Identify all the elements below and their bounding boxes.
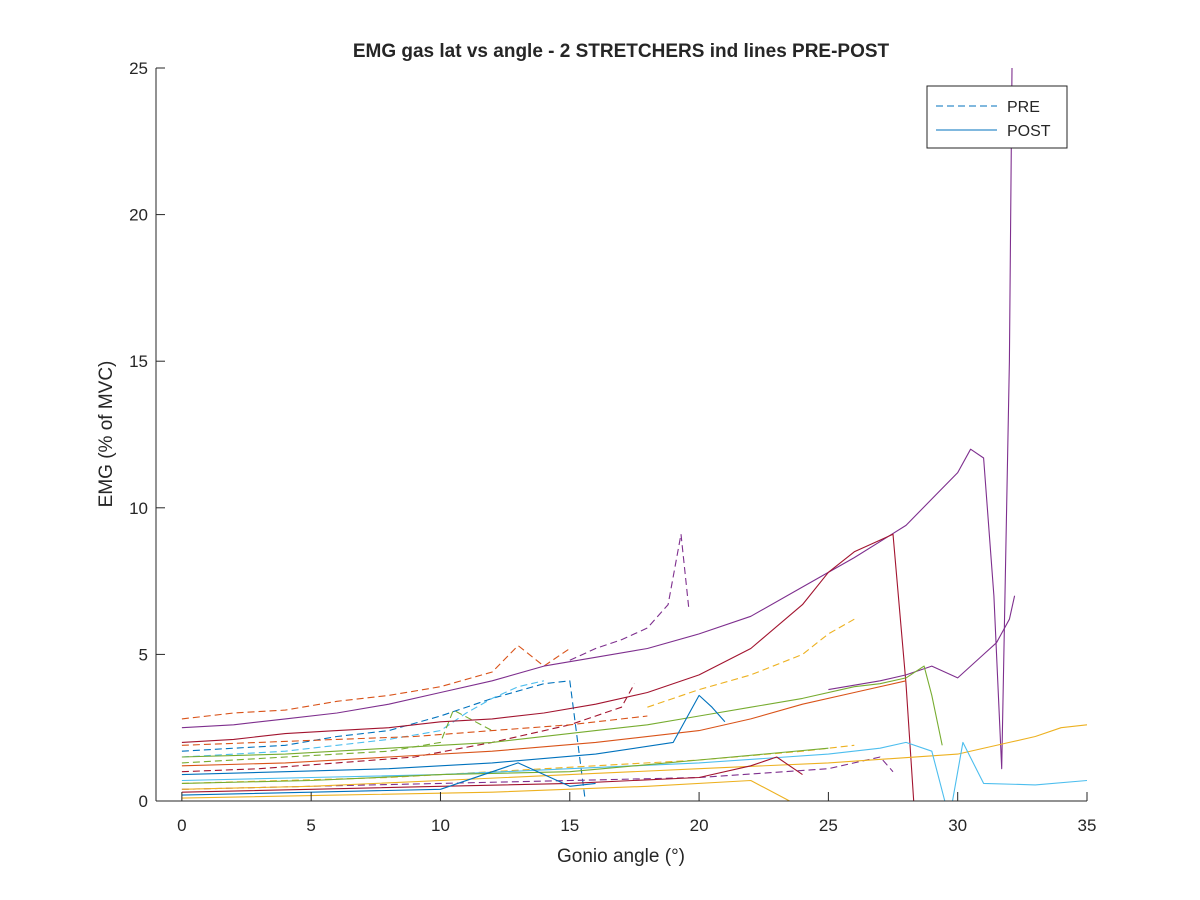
series-line-6: [181, 709, 493, 764]
series-line-17: [181, 724, 1087, 790]
x-tick-label: 35: [1078, 816, 1097, 835]
series-line-11: [181, 68, 1013, 770]
series-line-9: [181, 756, 894, 790]
series-line-12: [181, 533, 915, 801]
legend-box: [926, 85, 1068, 149]
legend-label-pre: PRE: [1007, 99, 1040, 116]
y-axis-label: EMG (% of MVC): [96, 361, 117, 508]
series-line-1: [181, 645, 571, 720]
x-tick-label: 20: [690, 816, 709, 835]
series-line-10: [181, 715, 648, 746]
y-tick-label: 10: [129, 499, 148, 518]
series-line-22: [181, 762, 596, 796]
series-line-18: [181, 741, 946, 801]
x-tick-label: 15: [560, 816, 579, 835]
series-line-4: [181, 680, 586, 801]
legend: PRE POST: [926, 85, 1068, 149]
series-line-7: [181, 683, 635, 773]
series-line-19: [951, 741, 1087, 801]
series-line-15: [181, 680, 907, 767]
series-line-20: [181, 756, 803, 793]
series-line-16: [181, 694, 726, 776]
y-tick-label: 15: [129, 352, 148, 371]
axes: 0 5 10 15 20 25 30 35 0 5 10 15 20 25: [129, 59, 1096, 835]
series-line-2: [569, 533, 690, 661]
x-tick-label: 0: [177, 816, 186, 835]
series-line-3: [647, 618, 855, 708]
y-tick-label: 25: [129, 59, 148, 78]
x-axis-label: Gonio angle (°): [557, 846, 685, 867]
series-line-21: [181, 747, 829, 784]
x-tick-label: 25: [819, 816, 838, 835]
x-tick-label: 10: [431, 816, 450, 835]
series-line-13: [828, 595, 1016, 691]
x-tick-label: 5: [306, 816, 315, 835]
legend-label-post: POST: [1007, 123, 1051, 140]
y-tick-label: 0: [139, 792, 148, 811]
y-tick-label: 5: [139, 645, 148, 664]
series-line-14: [181, 665, 943, 758]
y-tick-label: 20: [129, 206, 148, 225]
x-tick-label: 30: [948, 816, 967, 835]
series-line-5: [181, 680, 545, 758]
chart-title: EMG gas lat vs angle - 2 STRETCHERS ind …: [353, 41, 890, 62]
